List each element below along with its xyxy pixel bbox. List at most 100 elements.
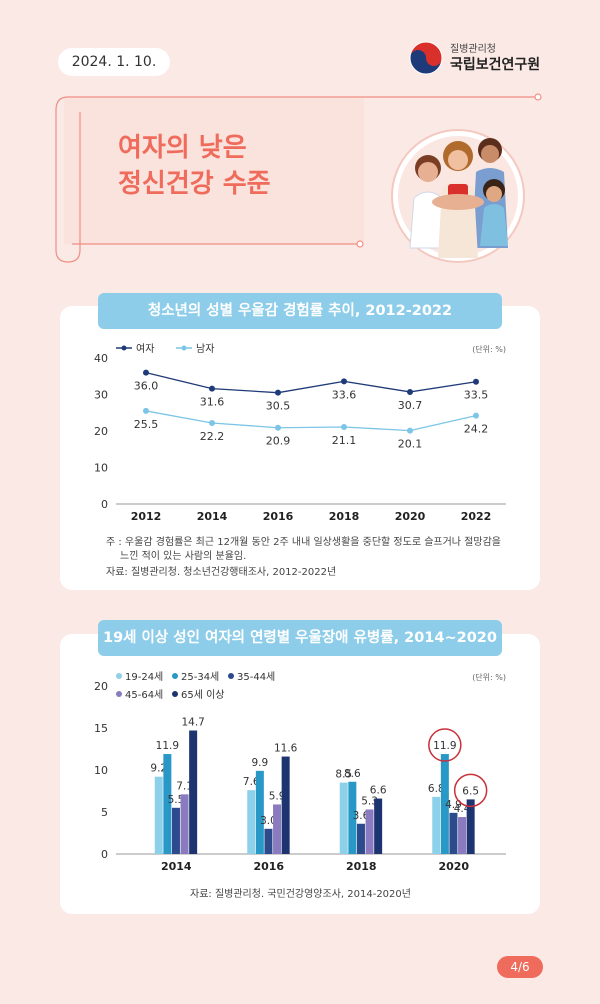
bar-value-label: 3.6	[353, 810, 370, 822]
data-label: 24.2	[464, 423, 489, 436]
line-chart-card	[60, 306, 540, 590]
bar-value-label: 11.6	[274, 743, 298, 755]
page-title: 여자의 낮은 정신건강 수준	[118, 133, 271, 199]
bar	[255, 770, 264, 854]
legend-marker	[228, 673, 234, 679]
legend-marker	[172, 673, 178, 679]
y-tick-label: 30	[94, 389, 108, 402]
bar	[154, 776, 163, 854]
data-label: 25.5	[134, 418, 159, 431]
bar-value-label: 6.6	[370, 785, 387, 797]
legend-marker	[116, 673, 122, 679]
bar	[189, 730, 198, 854]
legend-marker	[121, 345, 127, 351]
y-tick-label: 5	[101, 806, 108, 819]
data-label: 20.9	[266, 435, 291, 448]
x-tick-label: 2020	[438, 860, 469, 873]
data-point	[407, 388, 413, 395]
bar	[365, 809, 374, 854]
title-panel	[64, 98, 364, 244]
bar-value-label: 8.6	[344, 768, 361, 780]
data-point	[209, 419, 215, 426]
x-tick-label: 2014	[197, 510, 228, 523]
bar-value-label: 7.1	[176, 780, 193, 792]
data-label: 33.5	[464, 389, 489, 402]
data-label: 33.6	[332, 388, 357, 401]
bar-chart-card	[60, 634, 540, 914]
bar	[339, 782, 348, 854]
y-tick-label: 0	[101, 498, 108, 511]
bar-chart-source: 자료: 질병관리청. 국민건강영양조사, 2014-2020년	[190, 889, 411, 900]
line-chart-note: 주 : 우울감 경험률은 최근 12개월 동안 2주 내내 일상생활을 중단할 …	[106, 537, 501, 548]
date-badge: 2024. 1. 10.	[58, 48, 170, 76]
unit-label: (단위: %)	[472, 672, 506, 682]
legend-marker	[116, 691, 122, 697]
legend-label: 25-34세	[181, 671, 219, 683]
data-label: 30.7	[398, 399, 423, 412]
highlight-circle	[428, 728, 462, 762]
x-tick-label: 2014	[161, 860, 192, 873]
y-tick-label: 20	[94, 425, 108, 438]
bar-value-label: 3.0	[260, 815, 277, 827]
x-tick-label: 2022	[461, 510, 492, 523]
data-point	[143, 369, 149, 376]
org-name: 국립보건연구원	[450, 56, 541, 73]
legend-label: 여자	[136, 343, 154, 355]
bar-value-label: 8.5	[335, 769, 352, 781]
legend-marker	[172, 691, 178, 697]
bar-value-label: 7.6	[243, 776, 260, 788]
bar	[180, 794, 189, 854]
y-tick-label: 0	[101, 848, 108, 861]
bar-value-label: 5.9	[269, 790, 286, 802]
y-tick-label: 40	[94, 352, 108, 365]
bar	[348, 781, 357, 854]
bar	[273, 804, 282, 854]
data-point	[473, 378, 479, 385]
legend-label: 남자	[196, 343, 214, 355]
bar	[171, 807, 180, 854]
org-small-label: 질병관리청	[450, 43, 496, 55]
legend-label: 19-24세	[125, 671, 163, 683]
bar	[281, 756, 290, 854]
bar-value-label: 4.9	[445, 799, 462, 811]
data-label: 21.1	[332, 434, 357, 447]
y-tick-label: 20	[94, 680, 108, 693]
bar	[163, 754, 172, 854]
data-point	[341, 423, 347, 430]
line-chart-title: 청소년의 성별 우울감 경험률 추이, 2012-2022	[98, 293, 502, 329]
data-point	[209, 385, 215, 392]
unit-label: (단위: %)	[472, 344, 506, 354]
bar-value-label: 9.2	[150, 763, 167, 775]
bar	[432, 796, 441, 854]
org-logo: 질병관리청 국립보건연구원	[408, 40, 540, 76]
x-tick-label: 2016	[253, 860, 284, 873]
y-tick-label: 15	[94, 722, 108, 735]
bar-chart: 0 5 10 15 20 19-24세 25-34세 35-44세 45-64세 65세 이상 (단…	[94, 671, 506, 873]
data-label: 20.1	[398, 438, 423, 451]
y-tick-label: 10	[94, 462, 108, 475]
line-chart: 0 10 20 30 40 2012 2014 2016 2018 2020 2022 여자 남자 (단위…	[94, 343, 506, 523]
bar-value-label: 6.5	[462, 785, 479, 797]
x-tick-label: 2018	[329, 510, 360, 523]
data-point	[143, 407, 149, 414]
bar	[458, 817, 467, 854]
data-point	[275, 424, 281, 431]
title-frame-lines	[55, 93, 542, 263]
bar-value-label: 5.3	[361, 795, 378, 807]
data-point	[341, 378, 347, 385]
data-point	[275, 389, 281, 396]
bar	[440, 754, 449, 854]
bar	[247, 790, 256, 854]
x-tick-label: 2016	[263, 510, 294, 523]
bar-value-label: 14.7	[181, 717, 204, 729]
legend-label: 35-44세	[237, 671, 275, 683]
bar-value-label: 9.9	[251, 757, 268, 769]
family-illustration	[391, 129, 525, 263]
taegeuk-logo-icon	[409, 41, 443, 75]
y-tick-label: 10	[94, 764, 108, 777]
line-chart-note-2: 느낀 적이 있는 사람의 분율임.	[120, 551, 247, 562]
bar	[449, 812, 458, 854]
legend-label: 65세 이상	[181, 689, 225, 701]
data-point	[407, 427, 413, 434]
highlight-circle	[453, 773, 488, 808]
